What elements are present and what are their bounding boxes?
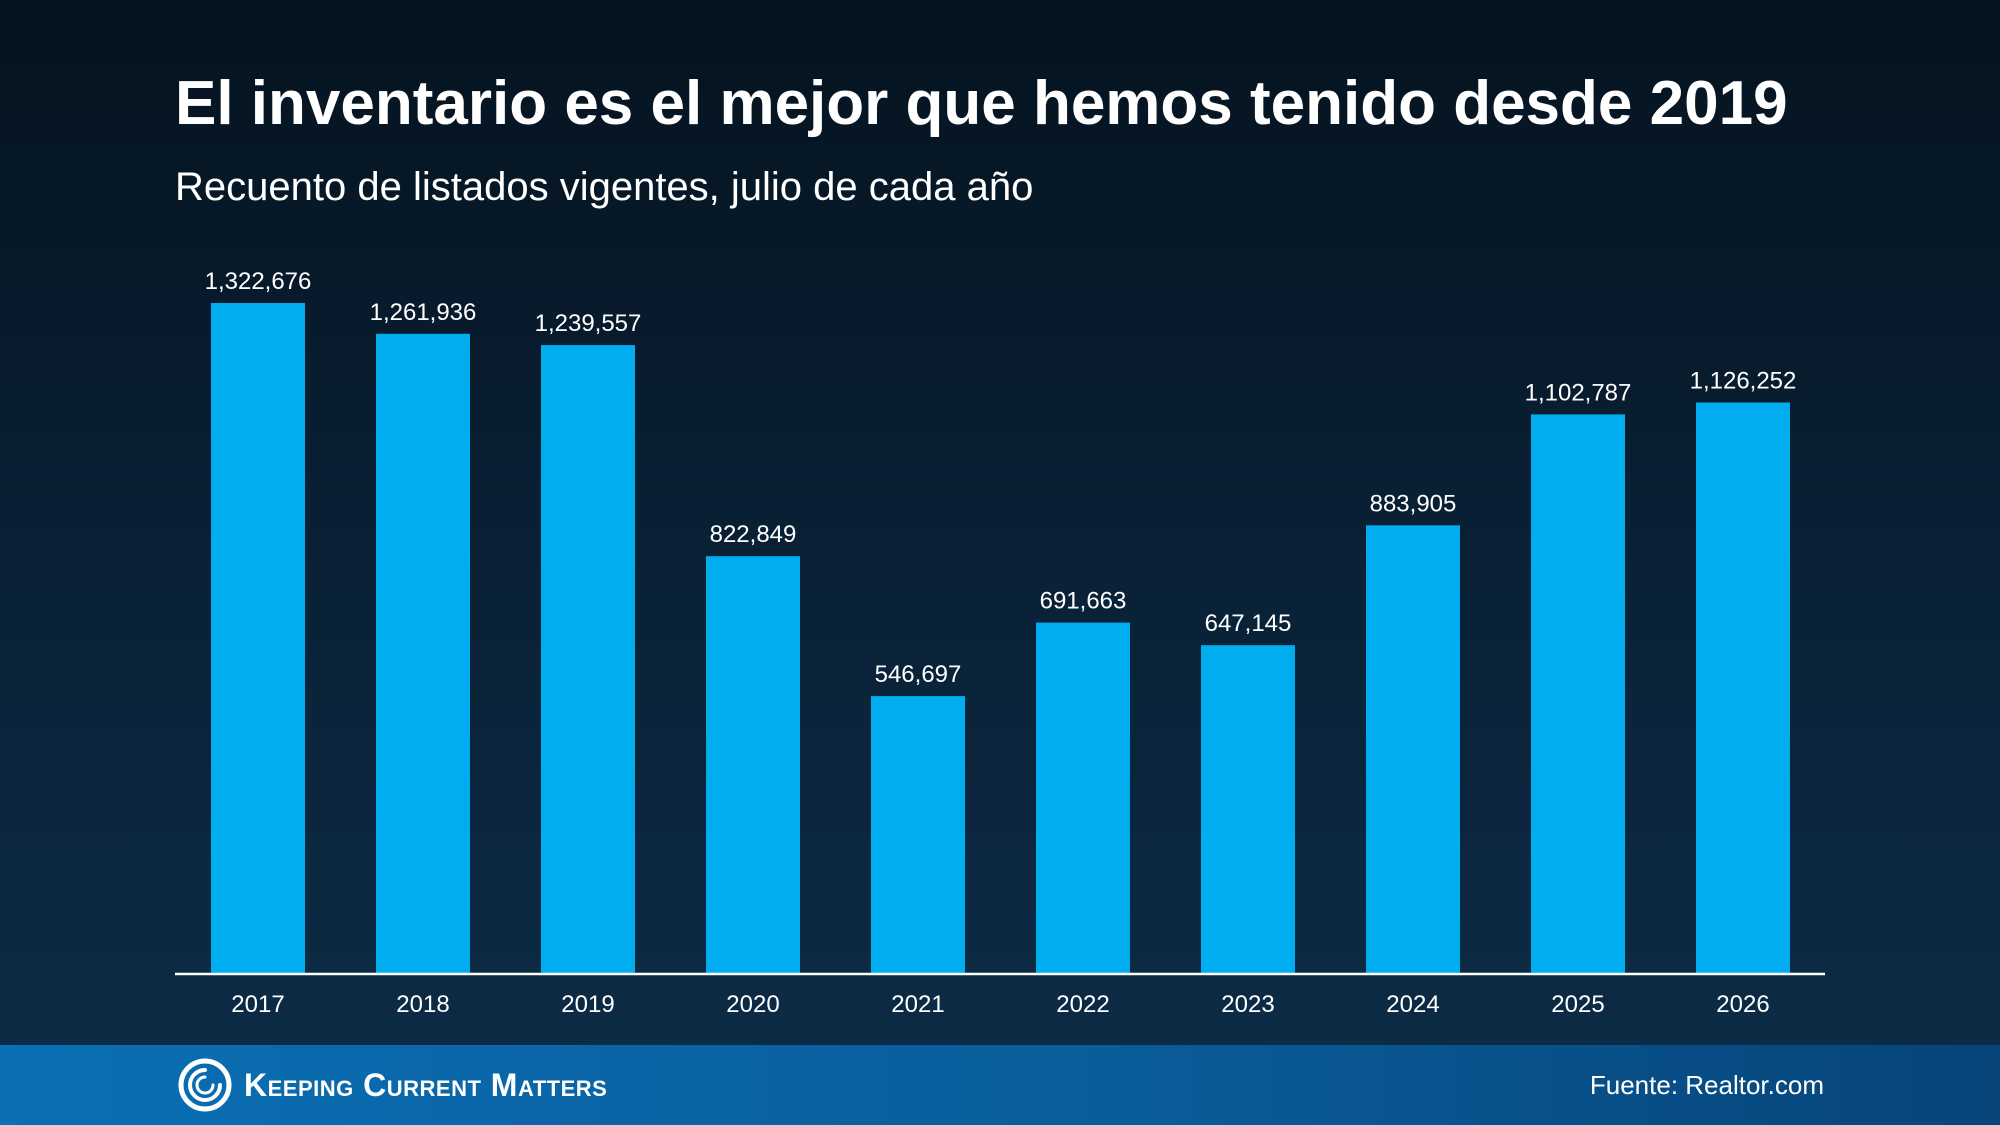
data-label-2024: 883,905 — [1370, 490, 1457, 517]
x-tick-label-2026: 2026 — [1716, 991, 1769, 1018]
data-label-2017: 1,322,676 — [205, 268, 312, 295]
x-tick-label-2020: 2020 — [726, 991, 779, 1018]
bar-2019 — [541, 345, 635, 974]
data-label-2018: 1,261,936 — [370, 299, 477, 326]
bar-2026 — [1696, 402, 1790, 973]
data-label-2023: 647,145 — [1205, 610, 1292, 637]
x-tick-label-2023: 2023 — [1221, 991, 1274, 1018]
x-tick-label-2018: 2018 — [396, 991, 449, 1018]
bar-2025 — [1531, 414, 1625, 973]
data-label-2019: 1,239,557 — [535, 310, 642, 337]
bar-2020 — [706, 556, 800, 973]
x-tick-label-2021: 2021 — [891, 991, 944, 1018]
brand-name: Keeping Current Matters — [244, 1066, 608, 1103]
chart-title: El inventario es el mejor que hemos teni… — [175, 69, 1788, 138]
bar-2021 — [871, 696, 965, 973]
bar-2024 — [1366, 525, 1460, 973]
bar-2022 — [1036, 622, 1130, 973]
footer-bar: Keeping Current Matters Fuente: Realtor.… — [0, 1045, 2000, 1125]
brand-logo: Keeping Current Matters — [178, 1058, 607, 1112]
bar-2018 — [376, 333, 470, 973]
x-tick-label-2017: 2017 — [231, 991, 284, 1018]
x-tick-label-2025: 2025 — [1551, 991, 1604, 1018]
data-label-2020: 822,849 — [710, 521, 797, 548]
data-label-2022: 691,663 — [1040, 588, 1127, 615]
x-tick-label-2024: 2024 — [1386, 991, 1439, 1018]
source-label: Fuente: Realtor.com — [1589, 1070, 1824, 1100]
bar-2023 — [1201, 645, 1295, 973]
swirl-logo-icon — [178, 1058, 232, 1112]
data-label-2021: 546,697 — [875, 661, 962, 688]
bar-2017 — [211, 303, 305, 973]
data-label-2025: 1,102,787 — [1525, 379, 1632, 406]
bar-chart: 1,322,676 2017 1,261,936 2018 1,239,557 2019 8… — [205, 268, 1797, 1018]
data-label-2026: 1,126,252 — [1690, 368, 1797, 395]
x-tick-label-2022: 2022 — [1056, 991, 1109, 1018]
x-tick-label-2019: 2019 — [561, 991, 614, 1018]
chart-subtitle: Recuento de listados vigentes, julio de … — [175, 165, 1034, 209]
